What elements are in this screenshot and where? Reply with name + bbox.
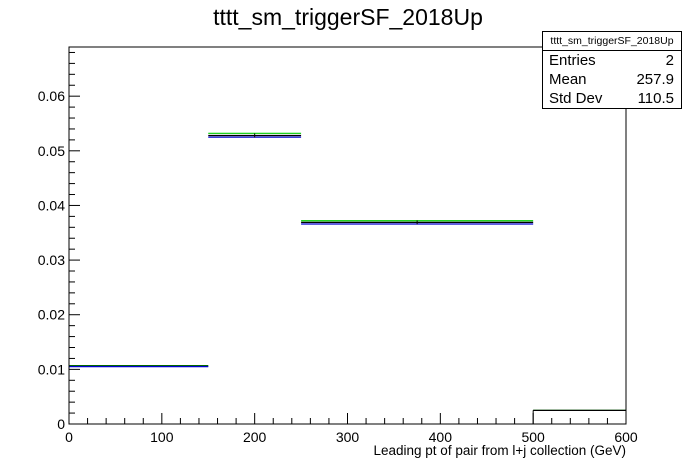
y-tick-label: 0.03 xyxy=(38,252,65,268)
stats-entries-value: 2 xyxy=(665,52,674,69)
x-tick-label: 100 xyxy=(150,429,174,445)
y-tick-label: 0.06 xyxy=(38,88,65,104)
stats-entries-label: Entries xyxy=(549,52,596,69)
y-tick-label: 0.02 xyxy=(38,307,65,323)
y-tick-label: 0.04 xyxy=(38,197,65,213)
stats-mean-label: Mean xyxy=(549,71,587,88)
plot-frame xyxy=(68,46,627,425)
y-tick-label: 0 xyxy=(57,416,65,432)
stats-std-value: 110.5 xyxy=(637,90,674,107)
tick-labels: 0 100 200 300 400 500 600 0 0.01 0.02 0.03 0.04 0.05… xyxy=(38,88,638,445)
histogram-bins xyxy=(69,132,626,424)
axis-ticks xyxy=(68,51,627,425)
x-tick-label: 500 xyxy=(521,429,545,445)
y-tick-label: 0.05 xyxy=(38,143,65,159)
stats-mean-value: 257.9 xyxy=(636,71,674,88)
x-tick-label: 0 xyxy=(65,429,73,445)
y-tick-label: 0.01 xyxy=(38,361,65,377)
chart-title: tttt_sm_triggerSF_2018Up xyxy=(213,4,483,30)
x-tick-label: 600 xyxy=(614,429,638,445)
x-tick-label: 400 xyxy=(429,429,453,445)
stats-std-label: Std Dev xyxy=(549,90,603,107)
x-tick-label: 200 xyxy=(243,429,267,445)
x-tick-label: 300 xyxy=(336,429,360,445)
stats-entries-row: Entries 2 xyxy=(543,51,681,70)
stats-title: tttt_sm_triggerSF_2018Up xyxy=(543,32,681,51)
stats-box: tttt_sm_triggerSF_2018Up Entries 2 Mean … xyxy=(542,31,682,109)
stats-std-row: Std Dev 110.5 xyxy=(543,89,681,108)
x-axis-label: Leading pt of pair from l+j collection (… xyxy=(373,443,627,458)
stats-mean-row: Mean 257.9 xyxy=(543,70,681,89)
